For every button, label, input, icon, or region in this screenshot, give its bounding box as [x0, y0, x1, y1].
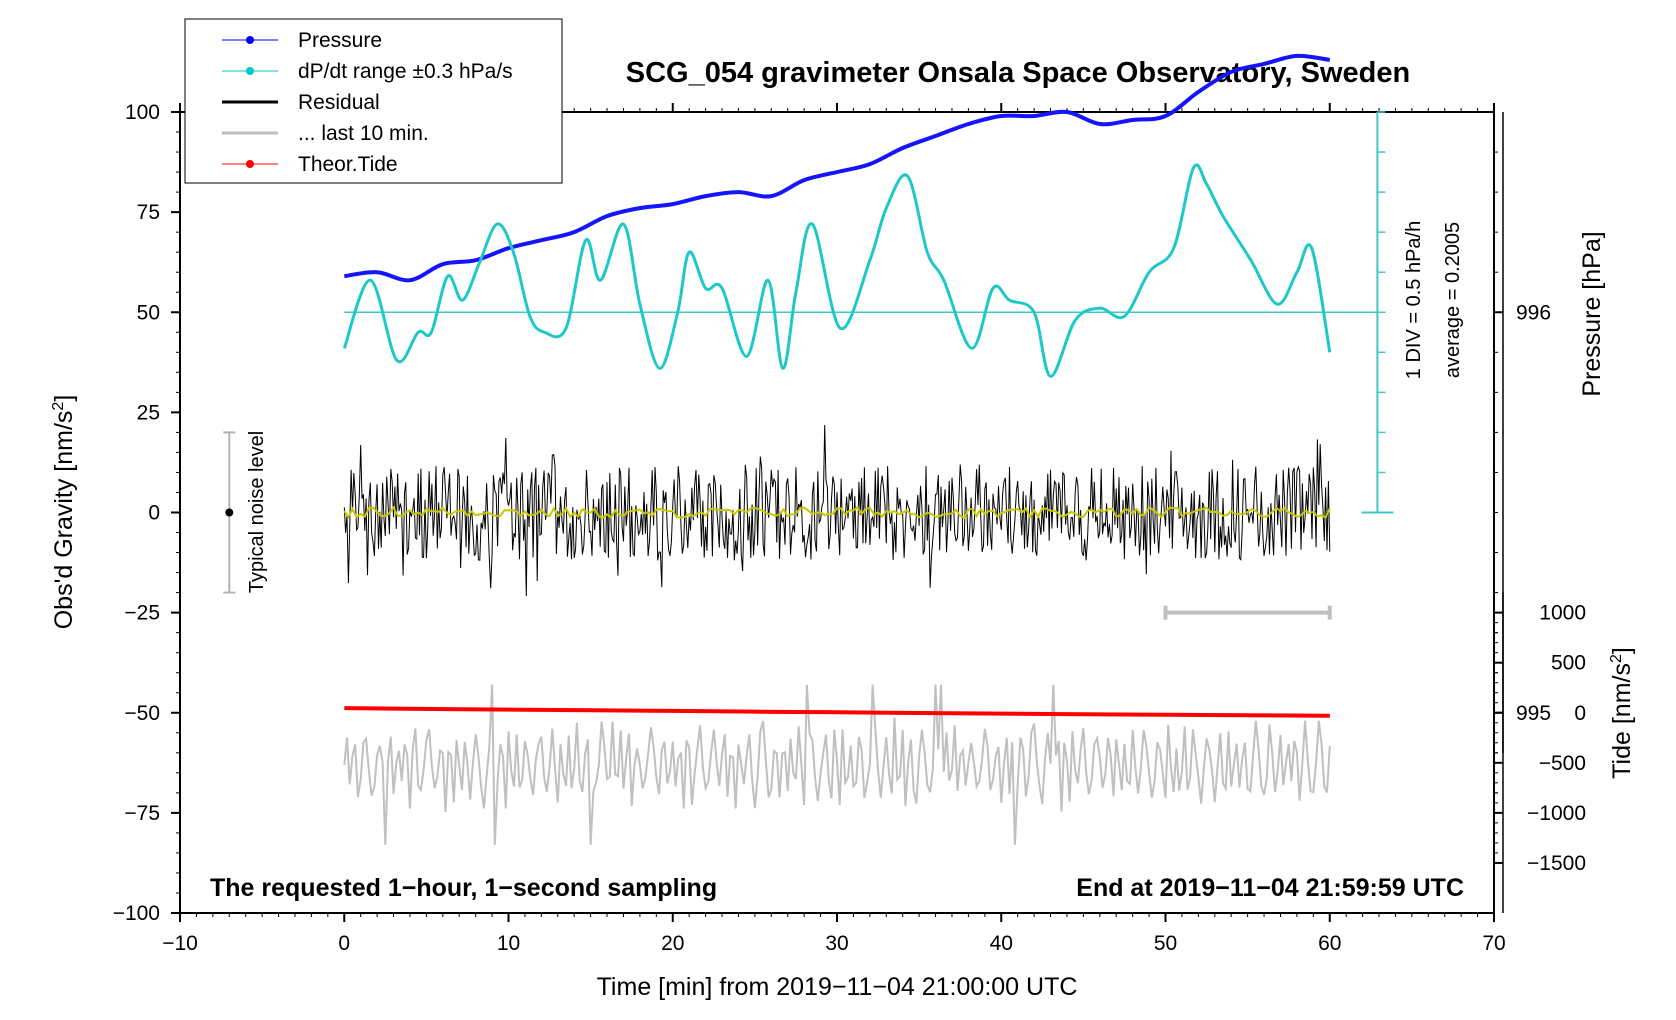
tide-tick-label: −1500 [1527, 852, 1586, 875]
y-tick-label: −75 [124, 802, 160, 825]
legend-marker [246, 36, 254, 44]
legend-label: Residual [298, 91, 380, 114]
tide-tick-label: −1000 [1527, 802, 1586, 825]
x-tick-label: 50 [1154, 932, 1177, 955]
x-tick-label: 20 [661, 932, 684, 955]
y-tick-label: −50 [124, 702, 160, 725]
x-tick-label: −10 [162, 932, 198, 955]
noise-level-bar [223, 431, 236, 594]
tide-axis-title: Tide [nm/s2] [1608, 647, 1636, 779]
tide-tick-label: 0 [1574, 702, 1586, 725]
tide-tick-label: 500 [1551, 652, 1586, 675]
x-tick-label: 30 [825, 932, 848, 955]
tide-tick-label: 1000 [1539, 602, 1586, 625]
y-tick-label: −25 [124, 602, 160, 625]
y-tick-label: 25 [137, 401, 160, 424]
chart-title: SCG_054 gravimeter Onsala Space Observat… [626, 57, 1410, 89]
x-tick-label: 0 [338, 932, 350, 955]
residual-mean-trace [343, 505, 1331, 520]
y-axis-ticks: 100 75 50 25 0 −25 −50 −75 −100 [113, 101, 180, 925]
y-tick-label: 0 [148, 502, 160, 525]
legend-marker [246, 67, 254, 75]
noise-level-label: Typical noise level [246, 431, 268, 593]
y-tick-label: −100 [113, 902, 160, 925]
dp-dt-line [342, 163, 1332, 378]
theor-tide-line [344, 706, 1330, 718]
x-tick-label: 10 [497, 932, 520, 955]
residual-trace [343, 424, 1331, 597]
y-axis-title: Obs'd Gravity [nm/s2] [50, 395, 78, 630]
minor-ticks [176, 108, 1498, 917]
legend: Pressure dP/dt range ±0.3 hPa/s Residual..… [222, 29, 513, 176]
x-axis-ticks: −10 0 10 20 30 40 50 60 70 [162, 103, 1506, 955]
y-tick-label: 75 [137, 201, 160, 224]
dpdt-scale-text: 1 DIV = 0.5 hPa/h [1403, 221, 1425, 379]
last10-min-trace [343, 684, 1331, 845]
legend-label: ... last 10 min. [298, 122, 429, 145]
x-tick-label: 40 [990, 932, 1013, 955]
tide-tick-label: −500 [1539, 752, 1586, 775]
x-axis-title: Time [min] from 2019−11−04 21:00:00 UTC [597, 973, 1078, 1001]
legend-marker [246, 160, 254, 168]
dpdt-average-text: average = 0.2005 [1442, 222, 1464, 378]
y-tick-label: 50 [137, 301, 160, 324]
x-tick-label: 60 [1318, 932, 1341, 955]
pressure-tick-label: 996 [1516, 301, 1551, 324]
y-tick-label: 100 [125, 101, 160, 124]
sampling-note: The requested 1−hour, 1−second sampling [210, 874, 717, 902]
legend-label: dP/dt range ±0.3 hPa/s [298, 60, 513, 83]
legend-label: Pressure [298, 29, 382, 52]
series-layer [342, 53, 1378, 845]
legend-label: Theor.Tide [298, 153, 398, 176]
end-time-note: End at 2019−11−04 21:59:59 UTC [1076, 874, 1464, 902]
x-tick-label: 70 [1482, 932, 1505, 955]
tide-axis-ticks: 1000 500 0 −500 −1000 −1500 [1494, 592, 1586, 913]
pressure-axis-title: Pressure [hPa] [1578, 231, 1606, 396]
pressure-line [344, 53, 1331, 283]
pressure-tick-label: 995 [1516, 702, 1551, 725]
noise-bar-dot [225, 508, 234, 517]
